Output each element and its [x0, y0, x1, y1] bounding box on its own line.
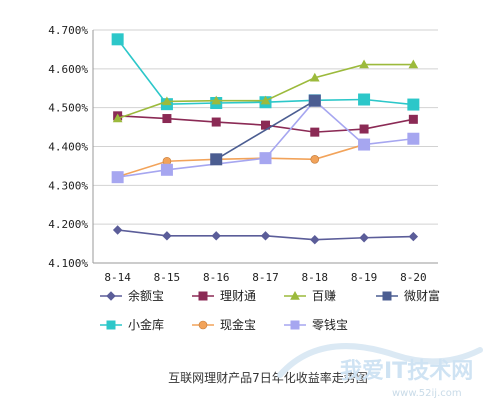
data-point: [309, 72, 320, 82]
x-tick-label: 8-15: [154, 271, 181, 284]
y-axis-ticks: 4.100% 4.200% 4.300% 4.400% 4.500% 4.600% 4.70…: [48, 24, 88, 270]
data-point: [407, 98, 420, 111]
legend-marker: [106, 291, 116, 301]
legend-marker: [382, 291, 392, 301]
legend-label: 理财通: [220, 289, 256, 303]
data-point: [259, 152, 272, 165]
legend-item: 百赚: [284, 288, 336, 303]
x-tick-label: 8-16: [203, 271, 230, 284]
x-tick-label: 8-18: [302, 271, 329, 284]
data-point: [310, 127, 320, 137]
data-point: [111, 171, 124, 184]
legend-marker: [198, 291, 208, 301]
legend-item: 微财富: [376, 288, 440, 303]
data-point: [160, 163, 173, 176]
data-point: [358, 93, 371, 106]
data-point: [111, 33, 124, 46]
data-point: [308, 94, 321, 107]
x-tick-label: 8-17: [252, 271, 279, 284]
series-1: [112, 225, 419, 245]
series-line: [117, 143, 365, 178]
plot-area: [111, 33, 420, 245]
data-point: [310, 234, 320, 245]
data-point: [407, 132, 420, 145]
legend-item: 现金宝: [192, 317, 256, 332]
data-point: [359, 124, 369, 134]
legend-marker: [290, 320, 300, 330]
data-point: [260, 231, 271, 241]
legend-marker: [106, 320, 116, 330]
x-axis-ticks: 8-14 8-15 8-16 8-17 8-18 8-19 8-20: [104, 271, 426, 284]
legend-item: 理财通: [192, 289, 256, 303]
series-line: [215, 99, 316, 161]
data-point: [408, 231, 419, 242]
y-tick-label: 4.500%: [48, 102, 88, 115]
watermark: 我爱IT技术网 www.52ij.com: [277, 343, 483, 399]
legend-item: 余额宝: [100, 288, 164, 303]
data-point: [211, 95, 222, 105]
legend-item: 零钱宝: [284, 317, 348, 332]
data-point: [112, 113, 123, 123]
data-point: [211, 117, 221, 127]
data-point: [112, 225, 123, 235]
data-point: [359, 59, 369, 69]
chart-title: 互联网理财产品7日年化收益率走势图: [168, 370, 368, 385]
series-2: [113, 111, 418, 137]
x-tick-label: 8-19: [351, 271, 378, 284]
y-tick-label: 4.200%: [48, 218, 88, 231]
y-tick-label: 4.700%: [48, 24, 88, 37]
legend-label: 小金库: [128, 317, 164, 332]
y-tick-label: 4.300%: [48, 179, 88, 192]
data-point: [162, 96, 172, 106]
y-tick-label: 4.600%: [48, 63, 88, 76]
data-point: [260, 95, 271, 105]
x-tick-label: 8-20: [400, 271, 427, 284]
y-tick-label: 4.400%: [48, 141, 88, 154]
series-4: [210, 94, 321, 166]
legend-label: 微财富: [404, 288, 440, 303]
series-7: [111, 94, 420, 184]
legend-marker: [198, 320, 208, 330]
watermark-title: 我爱IT技术网: [340, 359, 473, 384]
legend-marker: [290, 290, 300, 300]
series-3: [112, 59, 419, 123]
legend-label: 现金宝: [220, 317, 256, 332]
data-point: [210, 153, 223, 166]
series-line: [117, 63, 414, 120]
x-tick-label: 8-14: [104, 271, 131, 284]
data-point: [358, 138, 371, 151]
y-tick-label: 4.100%: [48, 257, 88, 270]
data-point: [408, 59, 419, 69]
legend-label: 百赚: [312, 288, 336, 303]
data-point: [211, 231, 221, 241]
watermark-url: www.52ij.com: [392, 388, 462, 399]
legend-label: 零钱宝: [312, 317, 348, 332]
data-point: [162, 231, 172, 241]
legend-label: 余额宝: [128, 288, 164, 303]
data-point: [359, 233, 369, 243]
data-point: [310, 155, 320, 164]
legend-item: 小金库: [100, 317, 164, 332]
series-line: [117, 99, 414, 178]
data-point: [408, 114, 418, 124]
watermark-swoosh: [277, 343, 483, 378]
data-point: [162, 114, 172, 124]
